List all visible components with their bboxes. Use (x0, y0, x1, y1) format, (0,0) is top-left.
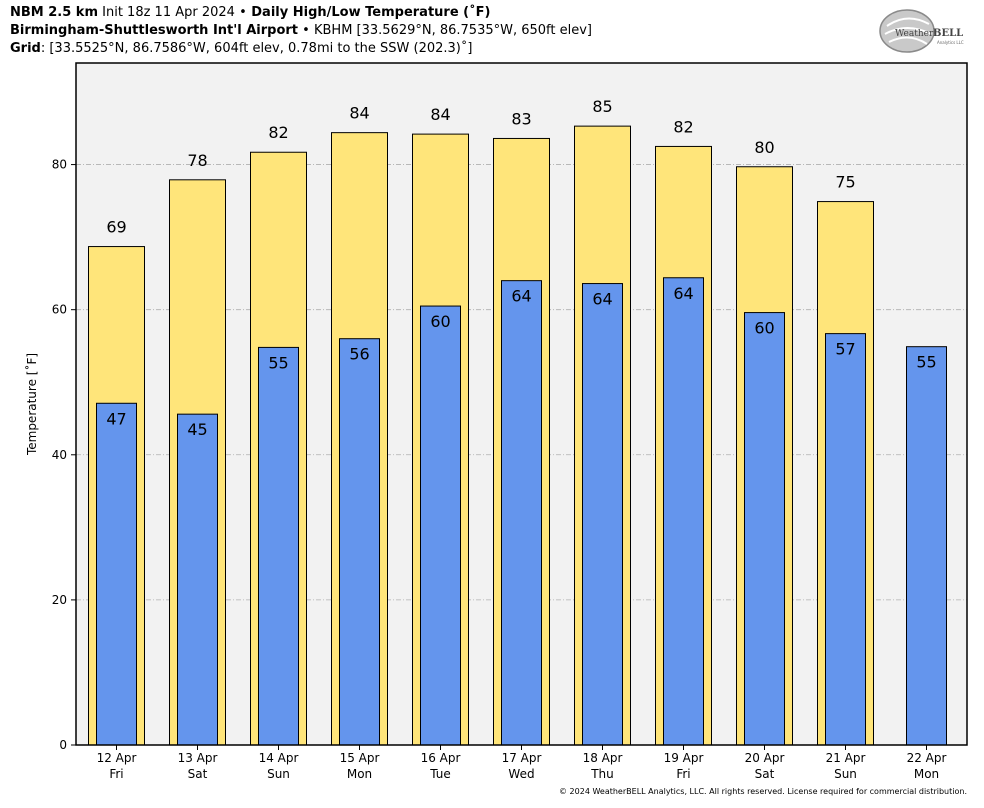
bar-series (88, 125, 947, 746)
init-time: Init 18z 11 Apr 2024 (98, 5, 240, 20)
low-bar (96, 402, 137, 746)
x-tick-date: 14 Apr (259, 751, 299, 765)
low-bar (501, 280, 542, 746)
high-value-label: 84 (430, 105, 450, 124)
x-tick-day: Sat (188, 767, 208, 781)
high-value-label: 69 (106, 218, 126, 237)
x-tick-day: Mon (347, 767, 372, 781)
grid-coords: : [33.5525°N, 86.7586°W, 604ft elev, 0.7… (40, 41, 473, 56)
low-bar (339, 338, 380, 746)
x-tick-date: 15 Apr (340, 751, 380, 765)
logo-text-analytics: Analytics LLC (937, 40, 964, 45)
chart-title-line: NBM 2.5 km Init 18z 11 Apr 2024 • Daily … (10, 5, 490, 20)
x-tick-day: Thu (590, 767, 614, 781)
low-bar (582, 283, 623, 746)
low-value-label: 60 (430, 312, 450, 331)
logo-text-bell: BELL (933, 28, 963, 39)
y-tick-label: 0 (59, 738, 67, 752)
low-bar (744, 312, 785, 746)
low-value-label: 56 (349, 345, 369, 364)
logo-text-weather: Weather (895, 29, 934, 39)
low-value-label: 47 (106, 409, 126, 428)
x-tick-date: 19 Apr (664, 751, 704, 765)
y-tick-label: 20 (52, 593, 67, 607)
high-value-label: 83 (511, 109, 531, 128)
high-value-label: 82 (268, 123, 288, 142)
x-tick-day: Sun (267, 767, 290, 781)
y-tick-label: 60 (52, 303, 67, 317)
x-tick-day: Mon (914, 767, 939, 781)
copyright-notice: © 2024 WeatherBELL Analytics, LLC. All r… (559, 787, 967, 796)
low-bar (906, 346, 947, 746)
low-value-label: 64 (592, 290, 612, 309)
x-tick-date: 13 Apr (178, 751, 218, 765)
low-value-label: 60 (754, 319, 774, 338)
high-value-label: 85 (592, 97, 612, 116)
x-tick-date: 18 Apr (583, 751, 623, 765)
x-tick-day: Sat (755, 767, 775, 781)
high-value-label: 78 (187, 151, 207, 170)
station-separator: • (298, 23, 314, 38)
high-value-label: 80 (754, 138, 774, 157)
low-bar (420, 305, 461, 746)
y-tick-label: 80 (52, 158, 67, 172)
weatherbell-logo: Weather BELL Analytics LLC (879, 9, 964, 53)
low-value-label: 55 (268, 353, 288, 372)
station-name: Birmingham-Shuttlesworth Int'l Airport (10, 23, 299, 38)
x-tick-day: Wed (508, 767, 534, 781)
high-value-label: 84 (349, 104, 369, 123)
low-bar (663, 277, 704, 746)
grid-label: Grid (10, 41, 41, 56)
low-value-label: 45 (187, 420, 207, 439)
x-tick-date: 12 Apr (97, 751, 137, 765)
x-tick-date: 17 Apr (502, 751, 542, 765)
model-name: NBM 2.5 km (10, 5, 98, 20)
low-bar (258, 346, 299, 746)
grid-line: Grid: [33.5525°N, 86.7586°W, 604ft elev,… (10, 41, 472, 56)
x-tick-day: Sun (834, 767, 857, 781)
x-tick-day: Fri (676, 767, 690, 781)
high-value-label: 82 (673, 117, 693, 136)
y-axis-label: Temperature [˚F] (24, 353, 39, 456)
x-tick-day: Tue (429, 767, 451, 781)
low-value-label: 55 (916, 353, 936, 372)
axes: 0 20 40 60 80 12 Apr Fri 13 Apr Sat 14 Apr Sun 15 A… (52, 158, 947, 781)
high-value-label: 75 (835, 173, 855, 192)
title-separator: • (239, 5, 247, 20)
product-title: Daily High/Low Temperature (˚F) (246, 5, 491, 20)
station-coords: KBHM [33.5629°N, 86.7535°W, 650ft elev] (313, 23, 592, 38)
low-value-label: 57 (835, 340, 855, 359)
x-tick-date: 22 Apr (907, 751, 947, 765)
low-bar (177, 413, 218, 746)
x-tick-date: 21 Apr (826, 751, 866, 765)
station-line: Birmingham-Shuttlesworth Int'l Airport •… (10, 23, 592, 38)
low-bar (825, 333, 866, 746)
x-tick-date: 20 Apr (745, 751, 785, 765)
y-tick-label: 40 (52, 448, 67, 462)
x-tick-day: Fri (109, 767, 123, 781)
low-value-label: 64 (673, 284, 693, 303)
data-labels: 69 47 78 45 82 55 84 56 84 60 83 64 85 64 82 64 80 60 75 57… (106, 97, 936, 439)
x-tick-date: 16 Apr (421, 751, 461, 765)
low-value-label: 64 (511, 287, 531, 306)
